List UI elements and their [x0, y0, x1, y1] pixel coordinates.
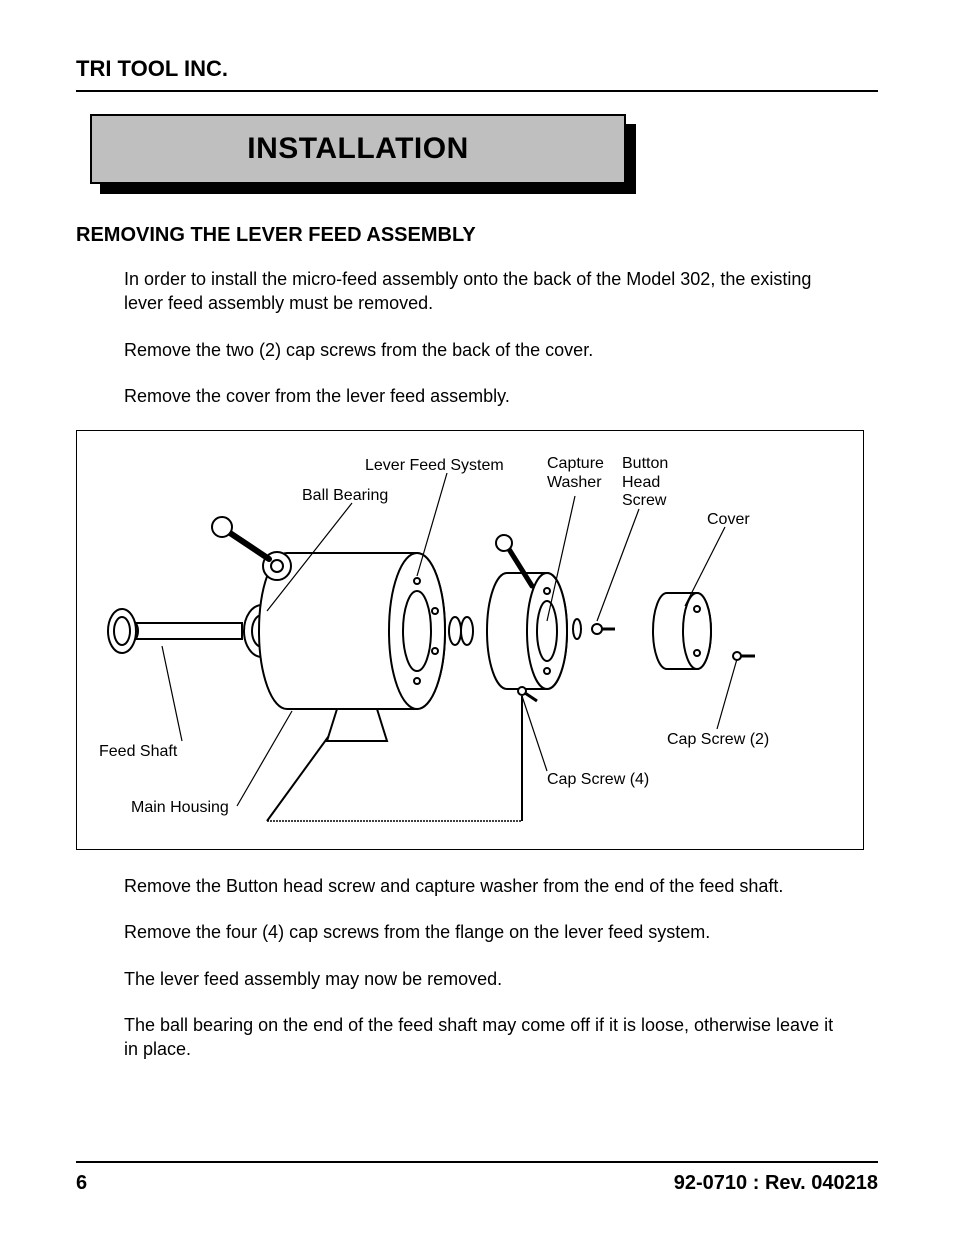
exploded-diagram: Lever Feed System CaptureWasher ButtonHead… — [76, 430, 864, 850]
paragraph: Remove the cover from the lever feed ass… — [124, 384, 844, 408]
paragraph: The ball bearing on the end of the feed … — [124, 1013, 844, 1062]
section-banner: INSTALLATION — [90, 114, 636, 194]
page-footer: 6 92-0710 : Rev. 040218 — [76, 1172, 878, 1195]
diagram-label-feed-shaft: Feed Shaft — [99, 743, 177, 761]
header-rule — [76, 90, 878, 92]
page-number: 6 — [76, 1172, 87, 1195]
paragraph: The lever feed assembly may now be remov… — [124, 967, 844, 991]
paragraph: Remove the Button head screw and capture… — [124, 874, 844, 898]
diagram-label-cap-screw-2: Cap Screw (2) — [667, 731, 769, 749]
banner-box: INSTALLATION — [90, 114, 626, 184]
paragraph: In order to install the micro-feed assem… — [124, 267, 844, 316]
banner-title: INSTALLATION — [247, 132, 469, 166]
subheading: REMOVING THE LEVER FEED ASSEMBLY — [76, 224, 878, 247]
diagram-label-capture-washer: CaptureWasher — [547, 455, 604, 492]
paragraph: Remove the four (4) cap screws from the … — [124, 920, 844, 944]
diagram-label-cap-screw-4: Cap Screw (4) — [547, 771, 649, 789]
company-name: TRI TOOL INC. — [76, 56, 878, 82]
diagram-label-button-head-screw: ButtonHeadScrew — [622, 455, 668, 510]
footer-rule — [76, 1161, 878, 1163]
diagram-label-lever-feed-system: Lever Feed System — [365, 457, 504, 475]
diagram-label-cover: Cover — [707, 511, 750, 529]
paragraph: Remove the two (2) cap screws from the b… — [124, 338, 844, 362]
revision: 92-0710 : Rev. 040218 — [674, 1172, 878, 1195]
diagram-svg — [77, 431, 865, 851]
diagram-label-ball-bearing: Ball Bearing — [302, 487, 388, 505]
diagram-label-main-housing: Main Housing — [131, 799, 229, 817]
